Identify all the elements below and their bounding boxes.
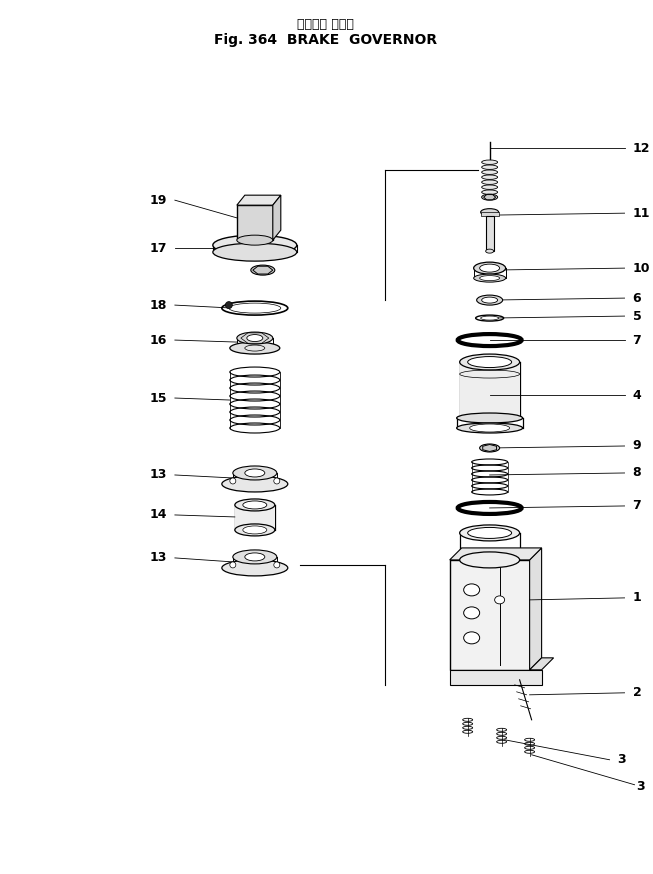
Text: 13: 13: [150, 468, 167, 482]
Circle shape: [274, 478, 279, 484]
Text: 17: 17: [150, 241, 167, 254]
Polygon shape: [483, 445, 496, 452]
Text: 3: 3: [637, 780, 645, 794]
Ellipse shape: [468, 357, 512, 368]
Text: 18: 18: [150, 299, 167, 312]
Text: 19: 19: [150, 194, 167, 206]
Bar: [450, 560, 530, 669]
Polygon shape: [237, 195, 281, 205]
Ellipse shape: [464, 632, 480, 644]
Ellipse shape: [482, 170, 498, 175]
Text: 16: 16: [150, 334, 167, 347]
Ellipse shape: [235, 499, 275, 511]
Ellipse shape: [222, 476, 288, 492]
Ellipse shape: [245, 553, 265, 561]
Polygon shape: [253, 267, 273, 274]
Ellipse shape: [233, 466, 277, 480]
Text: 10: 10: [633, 261, 650, 274]
Bar: [486, 216, 494, 251]
Ellipse shape: [245, 469, 265, 477]
Text: ブレーキ ガバナ: ブレーキ ガバナ: [297, 18, 354, 31]
Ellipse shape: [482, 194, 498, 200]
Circle shape: [225, 302, 232, 309]
Polygon shape: [530, 658, 554, 669]
Ellipse shape: [482, 165, 498, 170]
Text: 7: 7: [633, 334, 641, 347]
Ellipse shape: [460, 525, 520, 541]
Text: 13: 13: [150, 551, 167, 565]
Ellipse shape: [480, 264, 500, 272]
Bar: [481, 212, 499, 216]
Ellipse shape: [237, 235, 273, 245]
Polygon shape: [273, 195, 281, 240]
Ellipse shape: [482, 175, 498, 179]
Text: 8: 8: [633, 467, 641, 480]
Polygon shape: [235, 505, 275, 530]
Ellipse shape: [245, 345, 265, 351]
Text: 11: 11: [633, 206, 650, 219]
Ellipse shape: [237, 332, 273, 344]
Circle shape: [230, 478, 236, 484]
Text: 12: 12: [633, 142, 650, 155]
Text: 15: 15: [150, 392, 167, 405]
Text: 9: 9: [633, 440, 641, 453]
Circle shape: [230, 562, 236, 568]
Ellipse shape: [480, 275, 500, 281]
Ellipse shape: [213, 235, 296, 255]
Ellipse shape: [460, 354, 520, 370]
Ellipse shape: [229, 303, 281, 313]
Ellipse shape: [222, 560, 288, 576]
Ellipse shape: [243, 526, 267, 534]
Ellipse shape: [473, 274, 505, 282]
Text: 6: 6: [633, 292, 641, 305]
Ellipse shape: [230, 342, 279, 354]
Ellipse shape: [233, 550, 277, 564]
Ellipse shape: [460, 551, 520, 568]
Polygon shape: [460, 362, 520, 418]
Text: 14: 14: [150, 509, 167, 522]
Ellipse shape: [251, 265, 275, 275]
Ellipse shape: [470, 424, 509, 432]
Ellipse shape: [456, 423, 522, 433]
Ellipse shape: [481, 316, 499, 320]
Text: Fig. 364  BRAKE  GOVERNOR: Fig. 364 BRAKE GOVERNOR: [214, 33, 438, 47]
Ellipse shape: [481, 209, 499, 216]
Ellipse shape: [243, 501, 267, 509]
Ellipse shape: [464, 607, 480, 619]
Ellipse shape: [494, 596, 505, 604]
Ellipse shape: [213, 243, 296, 261]
Text: 7: 7: [633, 499, 641, 512]
Circle shape: [274, 562, 279, 568]
Ellipse shape: [482, 190, 498, 194]
Ellipse shape: [464, 584, 480, 596]
Ellipse shape: [235, 524, 275, 536]
Ellipse shape: [486, 249, 494, 253]
Text: 1: 1: [633, 592, 641, 605]
Ellipse shape: [247, 335, 263, 342]
Text: 3: 3: [618, 753, 626, 766]
Ellipse shape: [480, 444, 500, 452]
Ellipse shape: [468, 527, 512, 538]
Polygon shape: [450, 548, 541, 560]
Ellipse shape: [482, 297, 498, 303]
Ellipse shape: [456, 413, 522, 423]
Bar: [237, 205, 273, 240]
Ellipse shape: [473, 262, 505, 274]
Ellipse shape: [482, 180, 498, 184]
Text: 2: 2: [633, 686, 641, 699]
Polygon shape: [484, 195, 496, 200]
Text: 5: 5: [633, 309, 641, 323]
Polygon shape: [530, 548, 541, 669]
Ellipse shape: [482, 160, 498, 164]
Bar: [450, 669, 541, 685]
Ellipse shape: [477, 295, 503, 305]
Ellipse shape: [482, 185, 498, 190]
Text: 4: 4: [633, 389, 641, 401]
